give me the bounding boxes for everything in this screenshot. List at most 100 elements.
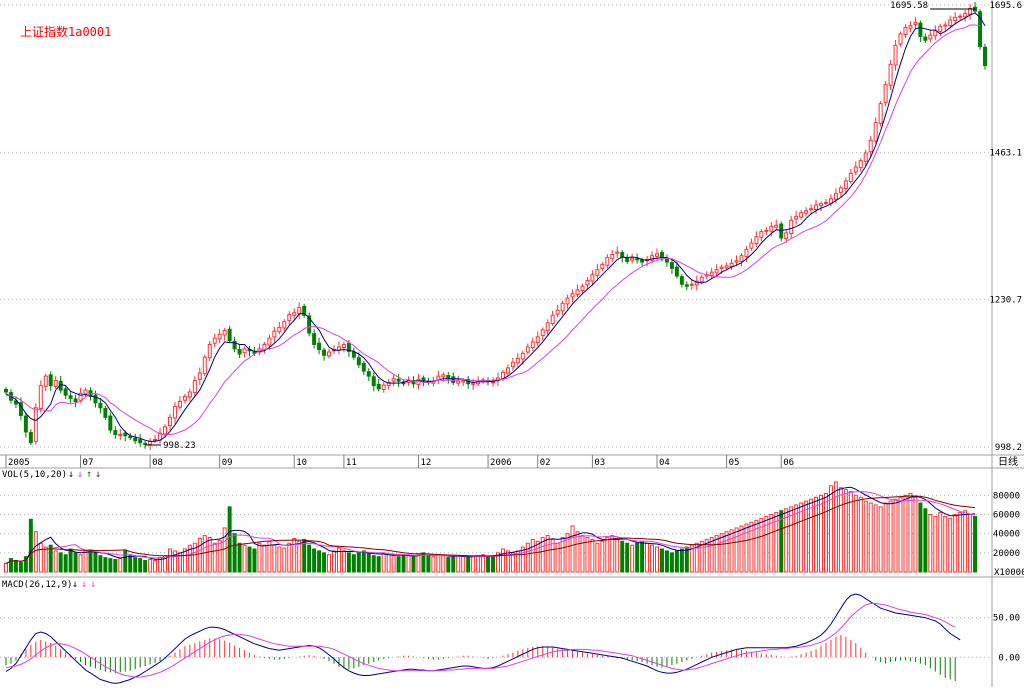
volume-bar [714, 535, 719, 573]
volume-bar [535, 540, 540, 573]
volume-bar [625, 542, 630, 573]
volume-bar [207, 537, 212, 573]
volume-bar [699, 540, 704, 573]
volume-bar [63, 554, 68, 573]
macd-indicator-label[interactable]: MACD(26,12,9) [2, 580, 72, 590]
volume-bar [406, 555, 411, 573]
price-candle [615, 251, 620, 254]
macd-arrow-icon: ↓ [90, 579, 96, 590]
price-candle [83, 389, 88, 395]
volume-bar [769, 514, 774, 573]
price-candle [28, 432, 33, 444]
volume-bar [93, 552, 98, 573]
volume-bar [674, 550, 679, 573]
volume-indicator-label[interactable]: VOL(5,10,20) [2, 470, 67, 480]
price-candle [232, 340, 237, 350]
price-candle [272, 330, 277, 338]
price-candle [684, 284, 689, 287]
volume-bar [650, 544, 655, 573]
volume-bar [655, 546, 660, 573]
volume-bar [784, 508, 789, 573]
volume-bar [580, 535, 585, 573]
volume-bar [23, 556, 28, 573]
price-candle [411, 380, 416, 385]
volume-bar [123, 550, 128, 573]
price-candle [689, 283, 694, 286]
price-candle [505, 367, 510, 374]
price-candle [441, 374, 446, 378]
period-label[interactable]: 日线 [998, 455, 1018, 468]
price-candle [978, 11, 983, 48]
price-candle [764, 229, 769, 232]
price-candle [635, 258, 640, 261]
price-candle [789, 219, 794, 235]
volume-bar [838, 487, 843, 573]
price-candle [103, 407, 108, 418]
volume-arrow-icon: ↓ [68, 469, 74, 480]
volume-bar [366, 553, 371, 573]
volume-unit-label: X10000 [994, 568, 1024, 578]
volume-bar [182, 548, 187, 573]
price-candle [113, 430, 118, 435]
price-candle [168, 416, 172, 427]
volume-bar [505, 550, 510, 573]
price-candle [38, 385, 43, 409]
volume-bar [346, 552, 351, 573]
price-candle [123, 432, 128, 437]
price-tick-label: 1463.1 [989, 148, 1022, 158]
price-candle [163, 426, 168, 435]
volume-bar [595, 542, 600, 573]
volume-bar [774, 512, 779, 573]
date-tick-label: 05 [729, 458, 740, 468]
volume-bar [804, 500, 809, 573]
volume-bar [331, 550, 336, 573]
price-candle [848, 172, 853, 183]
price-candle [297, 307, 302, 314]
price-candle [724, 265, 729, 269]
price-candle [819, 203, 823, 207]
volume-bar [823, 492, 828, 573]
date-tick-label: 07 [83, 458, 94, 468]
volume-bar [799, 502, 804, 573]
volume-bar [68, 548, 73, 573]
price-candle [779, 223, 784, 239]
volume-bar [819, 494, 823, 573]
volume-bar [729, 529, 734, 573]
price-candle [640, 259, 645, 263]
volume-bar [386, 554, 391, 573]
volume-bar [28, 518, 33, 573]
price-candle [883, 84, 888, 103]
price-candle [361, 362, 366, 372]
price-candle [858, 160, 863, 169]
date-tick-label: 02 [540, 458, 551, 468]
price-candle [172, 406, 177, 419]
volume-bar [396, 556, 401, 573]
price-candle [838, 187, 843, 193]
date-tick-label: 11 [346, 458, 357, 468]
volume-bar [645, 542, 650, 573]
volume-bar [828, 485, 833, 573]
price-candle [714, 269, 719, 274]
volume-bar [267, 540, 272, 573]
price-candle [873, 122, 878, 142]
price-candle [282, 321, 287, 329]
volume-bar [684, 546, 689, 573]
volume-bar [908, 492, 913, 573]
macd-arrow-icon: ↓ [72, 579, 78, 590]
volume-bar [481, 554, 486, 573]
volume-bar [486, 556, 491, 573]
price-candle [138, 439, 143, 444]
price-candle [948, 19, 953, 27]
price-candle [699, 276, 704, 283]
price-candle [605, 257, 610, 266]
price-candle [659, 252, 664, 259]
price-candle [48, 374, 53, 387]
volume-bar [168, 548, 172, 573]
price-candle [118, 433, 123, 436]
price-candle [863, 152, 868, 162]
volume-bar [630, 544, 635, 573]
volume-bar [307, 544, 312, 573]
volume-bar [560, 537, 565, 573]
macd-tick-label: 0.00 [998, 653, 1020, 663]
